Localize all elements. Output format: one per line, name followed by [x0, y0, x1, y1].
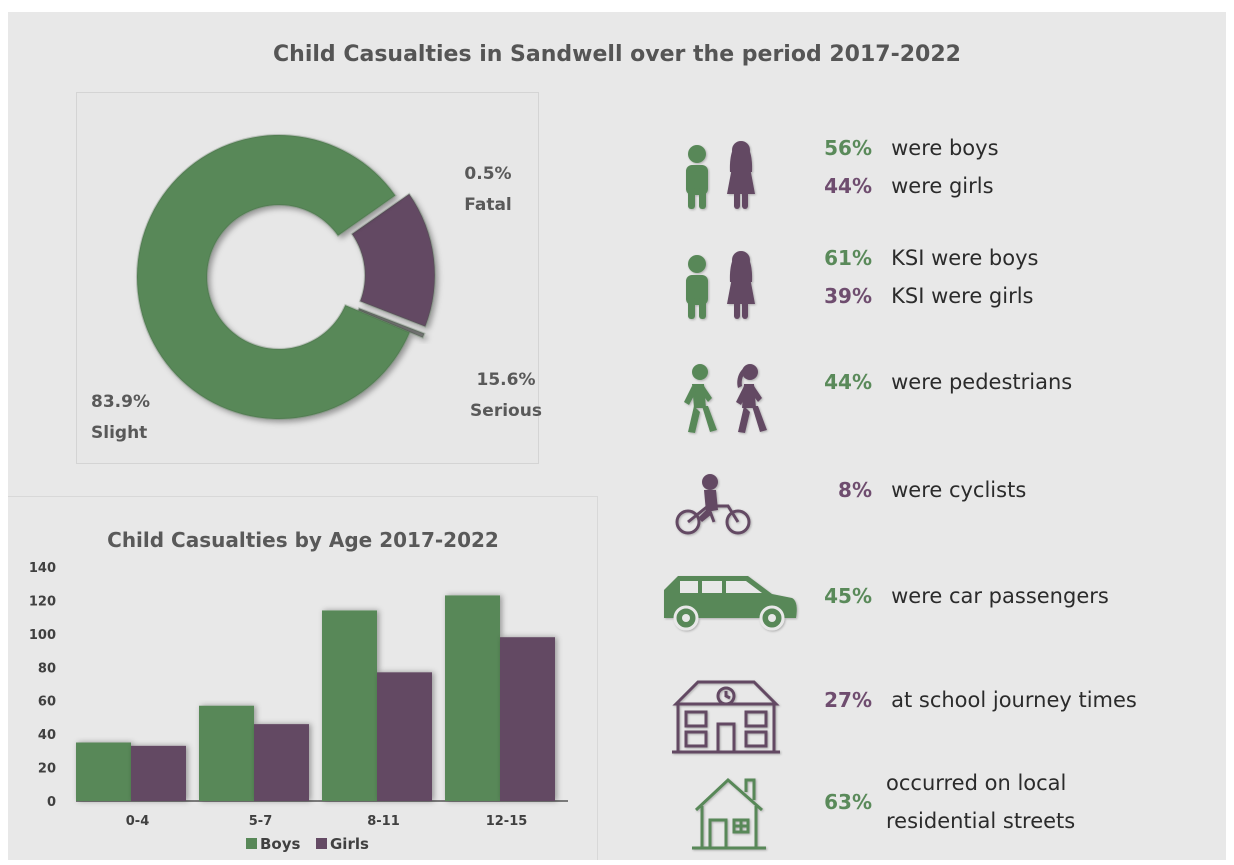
stat-boys-text: were boys	[891, 136, 999, 160]
fatal-name: Fatal	[464, 195, 512, 215]
stat-car-text: were car passengers	[891, 584, 1109, 608]
house-icon	[692, 777, 766, 850]
bar-boys-5-7	[199, 705, 254, 801]
stat-boys: 56% were boys	[806, 136, 999, 160]
y-tick-label: 0	[47, 795, 56, 810]
x-tick-label: 12-15	[486, 814, 528, 829]
bar-chart-title: Child Casualties by Age 2017-2022	[107, 528, 499, 552]
bar-boys-12-15	[445, 595, 500, 801]
girl-walking-icon	[736, 364, 767, 433]
stat-girls-text: were girls	[891, 174, 994, 198]
serious-pct: 15.6%	[476, 370, 536, 390]
stat-ksi-boys-text: KSI were boys	[891, 246, 1039, 270]
infographic: Child Casualties in Sandwell over the pe…	[8, 12, 1226, 860]
stat-local-text-line-1: occurred on local	[886, 771, 1067, 795]
stat-school-pct: 27%	[824, 688, 872, 712]
donut-slice-slight	[136, 134, 412, 420]
legend-swatch-boys	[246, 838, 257, 849]
page-title: Child Casualties in Sandwell over the pe…	[273, 42, 961, 67]
stat-ksi-boys-pct: 61%	[824, 246, 872, 270]
stat-ksi-girls: 39% KSI were girls	[806, 284, 1034, 308]
stat-girls-pct: 44%	[824, 174, 872, 198]
stat-cyclists-pct: 8%	[838, 478, 872, 502]
y-tick-label: 20	[38, 762, 56, 777]
severity-donut-chart	[136, 134, 436, 420]
girl-icon	[727, 141, 755, 209]
fatal-pct: 0.5%	[464, 164, 512, 184]
slight-label: 83.9% Slight	[91, 387, 150, 449]
stat-local-text-line-2: residential streets	[886, 809, 1076, 833]
bar-boys-8-11	[322, 610, 377, 801]
stat-local-pct: 63%	[824, 790, 872, 814]
ksi-boy-icon	[686, 255, 708, 319]
boy-walking-icon	[684, 364, 717, 433]
stat-cyclists: 8% were cyclists	[806, 478, 1026, 502]
legend-label-boys: Boys	[260, 835, 301, 853]
school-icon	[672, 680, 780, 754]
bar-girls-8-11	[377, 672, 432, 801]
y-tick-label: 60	[38, 695, 56, 710]
bar-girls-0-4	[131, 745, 186, 801]
serious-label: 15.6% Serious	[461, 365, 551, 427]
stat-school-journey: 27% at school journey times	[806, 688, 1137, 712]
y-tick-label: 80	[38, 661, 56, 676]
icon-column	[664, 141, 797, 850]
fatal-label: 0.5% Fatal	[462, 159, 514, 221]
y-tick-label: 40	[38, 728, 56, 743]
donut-panel: 0.5% Fatal 15.6% Serious 83.9% Slight	[76, 92, 542, 464]
x-tick-label: 5-7	[249, 814, 273, 829]
donut-slice-serious	[350, 192, 436, 328]
y-tick-label: 140	[29, 561, 56, 576]
ksi-girl-icon	[727, 251, 755, 319]
stat-girls: 44% were girls	[806, 174, 994, 198]
serious-name: Serious	[470, 401, 542, 421]
stat-cyclists-text: were cyclists	[891, 478, 1027, 502]
stat-pedestrians-pct: 44%	[824, 370, 872, 394]
bar-girls-5-7	[254, 724, 309, 801]
x-tick-label: 8-11	[367, 814, 400, 829]
stat-pedestrians: 44% were pedestrians	[806, 370, 1072, 394]
legend-label-girls: Girls	[330, 835, 369, 853]
y-tick-label: 120	[29, 594, 56, 609]
slight-pct: 83.9%	[91, 392, 150, 412]
cyclist-icon	[675, 474, 751, 535]
y-tick-label: 100	[29, 628, 56, 643]
age-bar-chart: Child Casualties by Age 2017-2022 0 20 40 6…	[29, 528, 568, 853]
stat-ksi-girls-pct: 39%	[824, 284, 872, 308]
stat-school-text: at school journey times	[891, 688, 1137, 712]
stat-pedestrians-text: were pedestrians	[891, 370, 1073, 394]
stat-local-text: occurred on local residential streets	[886, 764, 1075, 840]
stat-car-pct: 45%	[824, 584, 872, 608]
stat-ksi-boys: 61% KSI were boys	[806, 246, 1038, 270]
legend-swatch-girls	[316, 838, 327, 849]
slight-name: Slight	[91, 423, 148, 443]
car-icon	[664, 576, 797, 631]
stat-ksi-girls-text: KSI were girls	[891, 284, 1034, 308]
bar-chart-panel: Child Casualties by Age 2017-2022 0 20 40 6…	[8, 496, 598, 860]
bar-girls-12-15	[500, 637, 555, 801]
boy-icon	[686, 145, 708, 209]
stat-car-passengers: 45% were car passengers	[806, 584, 1109, 608]
x-tick-label: 0-4	[126, 814, 150, 829]
bar-boys-0-4	[76, 742, 131, 801]
stat-boys-pct: 56%	[824, 136, 872, 160]
